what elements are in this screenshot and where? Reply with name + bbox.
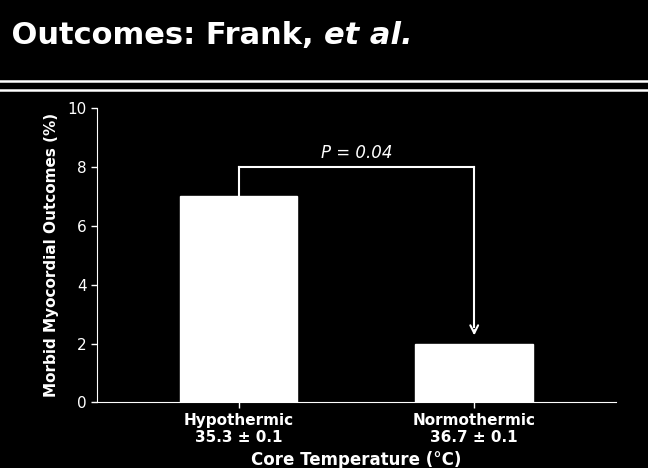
- X-axis label: Core Temperature (°C): Core Temperature (°C): [251, 451, 461, 468]
- Bar: [415, 344, 533, 402]
- Y-axis label: Morbid Myocordial Outcomes (%): Morbid Myocordial Outcomes (%): [44, 113, 59, 397]
- Text: Myocardial Outcomes: Frank,: Myocardial Outcomes: Frank,: [0, 21, 324, 50]
- Text: P = 0.04: P = 0.04: [321, 144, 392, 162]
- Bar: [179, 196, 297, 402]
- Text: et al.: et al.: [324, 21, 413, 50]
